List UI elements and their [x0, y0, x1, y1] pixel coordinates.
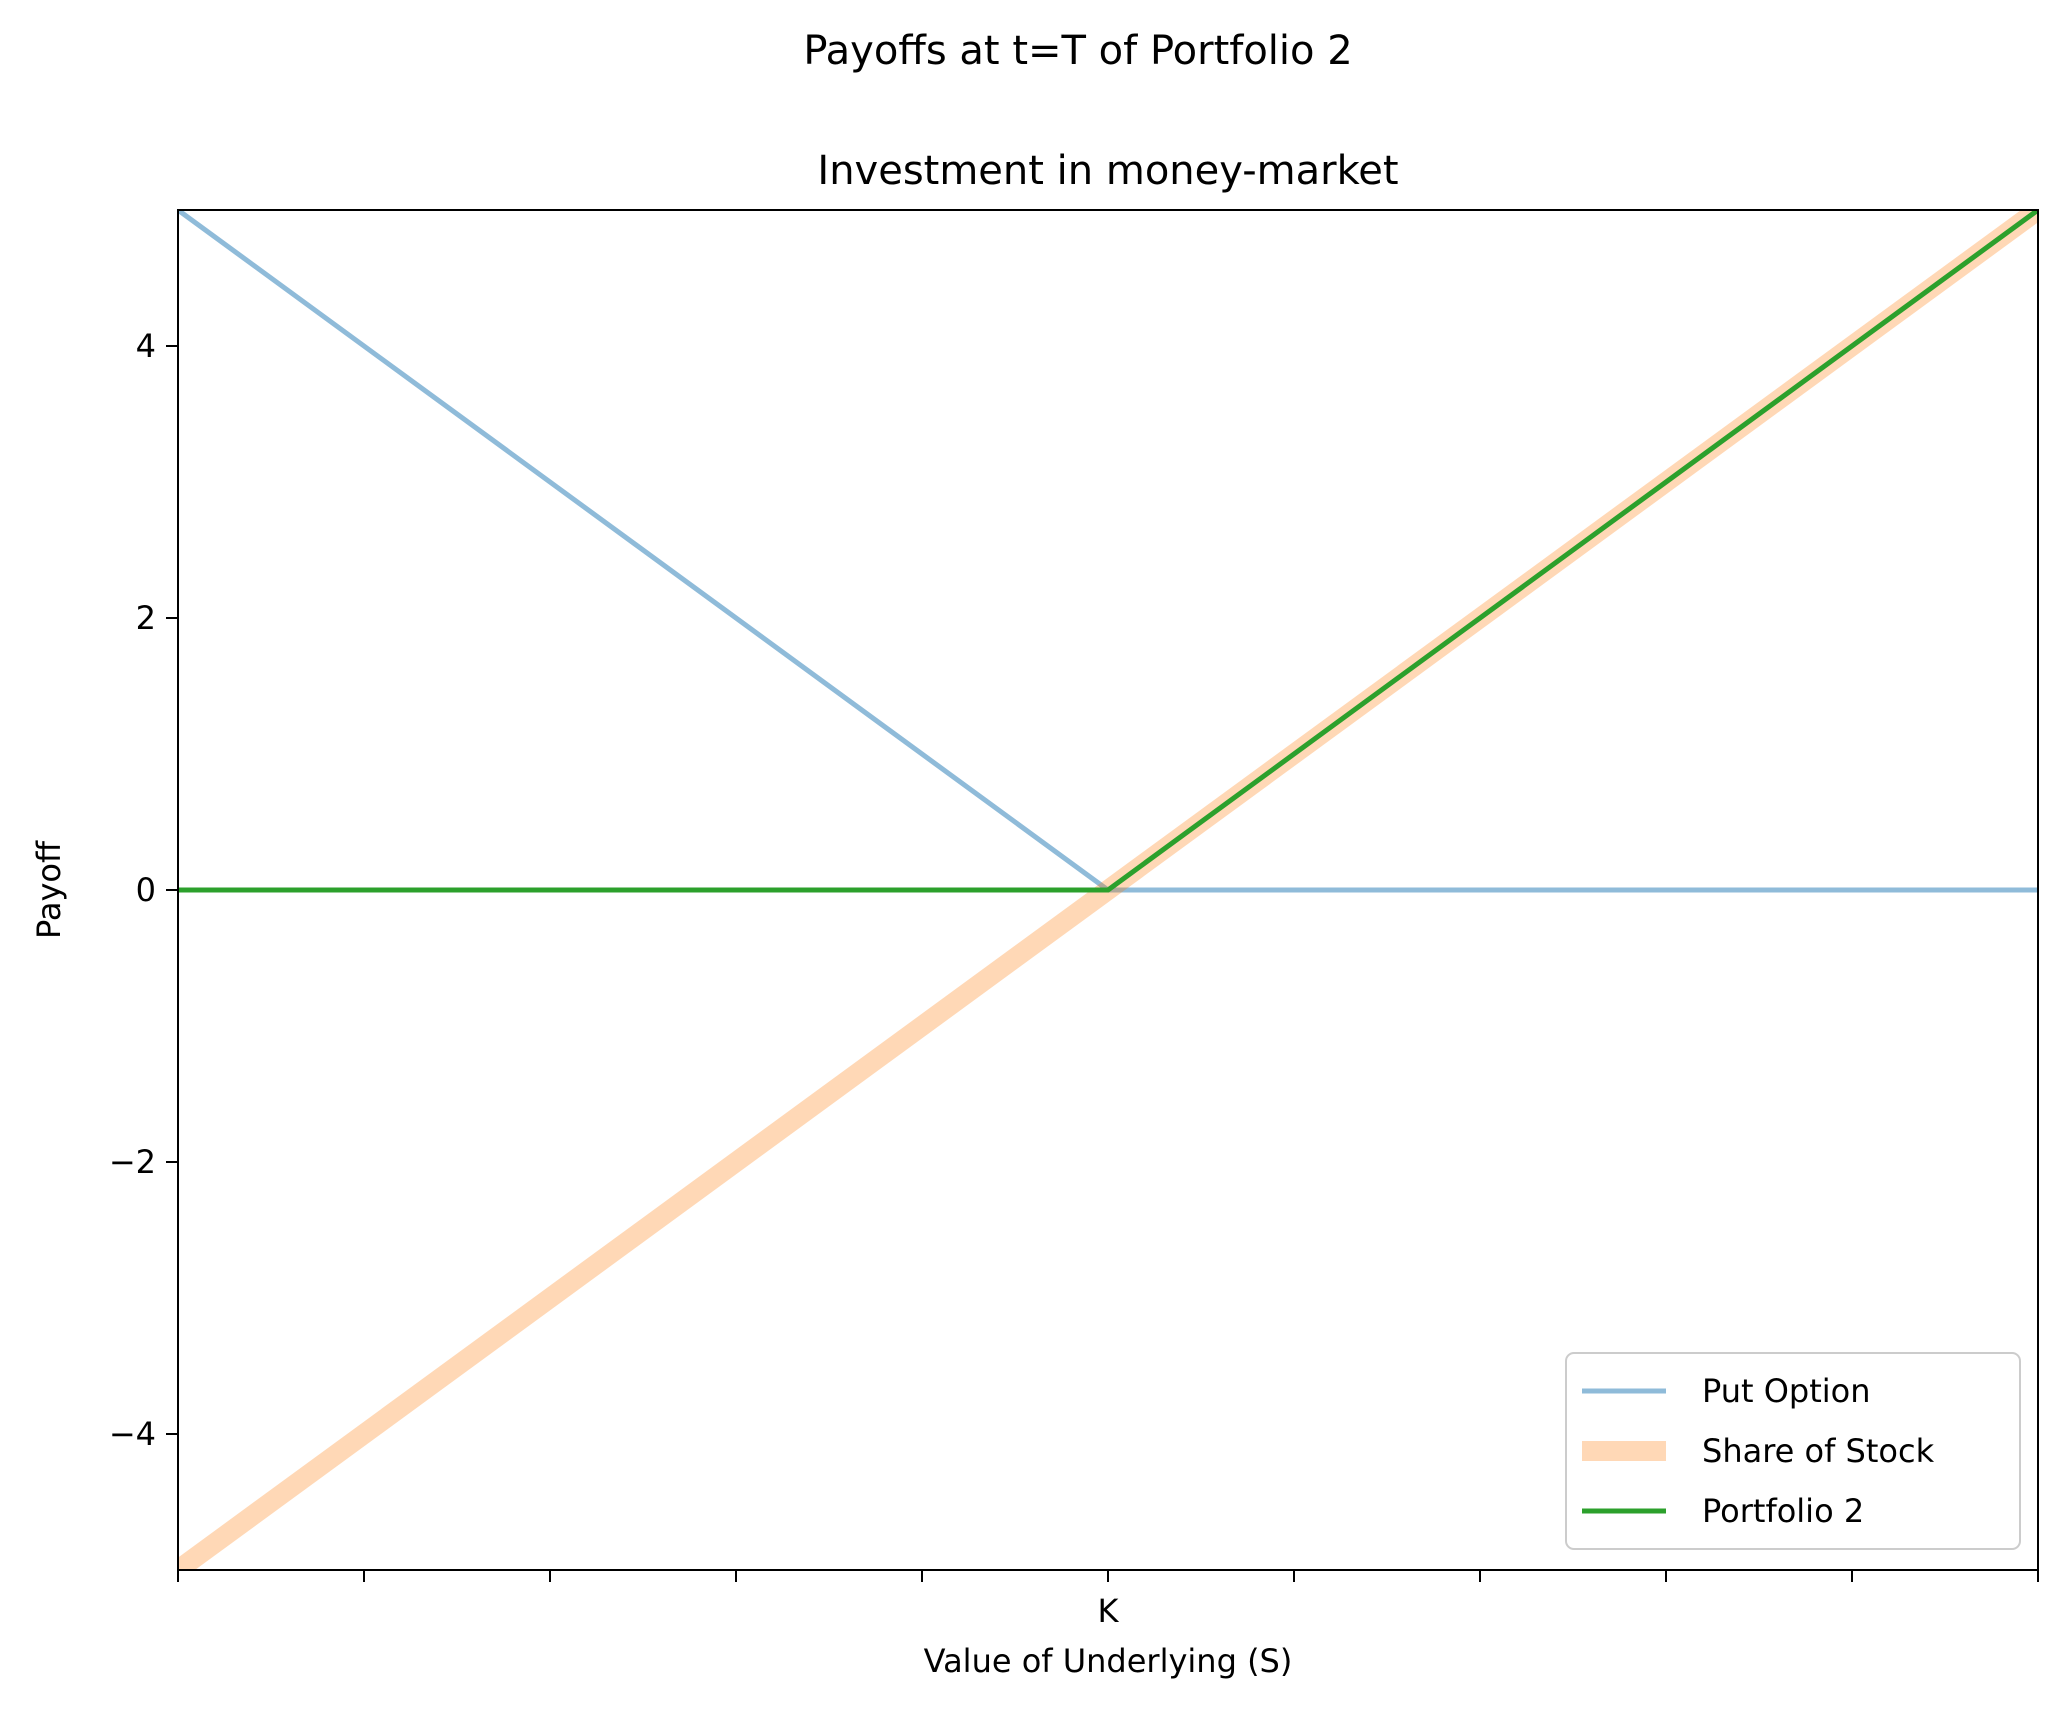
legend-label-put-option: Put Option [1702, 1372, 1871, 1410]
x-axis-label: Value of Underlying (S) [924, 1642, 1293, 1680]
legend-label-share-of-stock: Share of Stock [1702, 1432, 1935, 1470]
legend-box [1565, 1352, 2021, 1550]
x-axis: K [177, 1570, 2039, 1630]
y-tick-label: −2 [109, 1143, 156, 1181]
chart-suptitle: Payoffs at t=T of Portfolio 2 [803, 28, 1352, 74]
x-tick-label: K [1098, 1592, 1120, 1630]
legend-label-portfolio-2: Portfolio 2 [1702, 1492, 1864, 1530]
series-layer [178, 210, 2038, 1570]
y-tick-label: −4 [109, 1415, 156, 1453]
chart-title: Investment in money-market [817, 148, 1398, 194]
y-tick-label: 0 [136, 871, 156, 909]
legend: Put Option Share of Stock Portfolio 2 [1565, 1352, 2021, 1550]
y-tick-label: 4 [136, 327, 156, 365]
series-line-portfolio-2 [178, 210, 2038, 893]
y-tick-label: 2 [136, 599, 156, 637]
y-axis-label: Payoff [30, 840, 68, 939]
series-line-put-option [178, 210, 2038, 893]
y-axis: −4 −2 0 2 4 [109, 327, 178, 1453]
